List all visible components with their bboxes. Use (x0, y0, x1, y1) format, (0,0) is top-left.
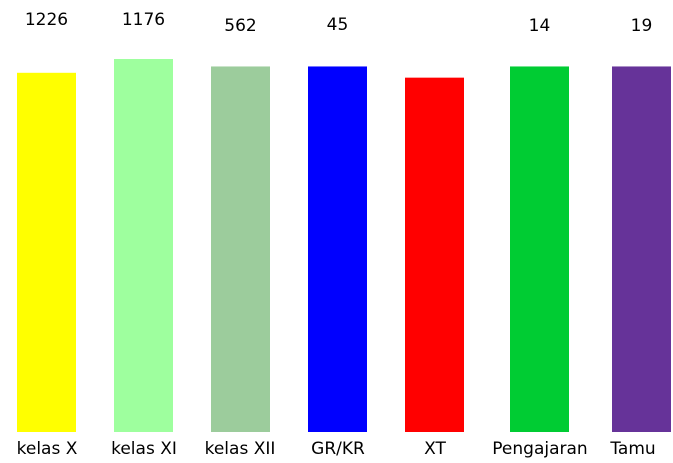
category-label-kelas-xi: kelas XI (111, 439, 177, 459)
bar-kelas-xi (114, 59, 173, 432)
category-label-gr-kr: GR/KR (311, 439, 365, 459)
value-label-kelas-x: 1226 (25, 10, 68, 30)
bar-pengajaran (510, 66, 569, 433)
category-label-tamu: Tamu (609, 439, 655, 459)
value-label-kelas-xii: 562 (224, 16, 256, 36)
category-label-xt: XT (424, 439, 446, 459)
bar-xt (405, 77, 464, 433)
bar-tamu (612, 66, 671, 433)
bars (17, 59, 671, 433)
category-label-kelas-xii: kelas XII (205, 439, 276, 459)
category-labels: kelas X kelas XI kelas XII GR/KR XT Pengajara… (17, 439, 656, 459)
value-label-kelas-xi: 1176 (122, 10, 165, 30)
value-labels: 1226 1176 562 45 14 19 (25, 10, 652, 36)
value-label-tamu: 19 (631, 16, 653, 36)
value-label-gr-kr: 45 (327, 15, 349, 35)
bar-gr-kr (308, 66, 367, 433)
bar-kelas-xii (211, 66, 270, 433)
bar-kelas-x (17, 72, 76, 433)
value-label-pengajaran: 14 (529, 16, 551, 36)
category-label-pengajaran: Pengajaran (492, 439, 587, 459)
category-label-kelas-x: kelas X (17, 439, 78, 459)
